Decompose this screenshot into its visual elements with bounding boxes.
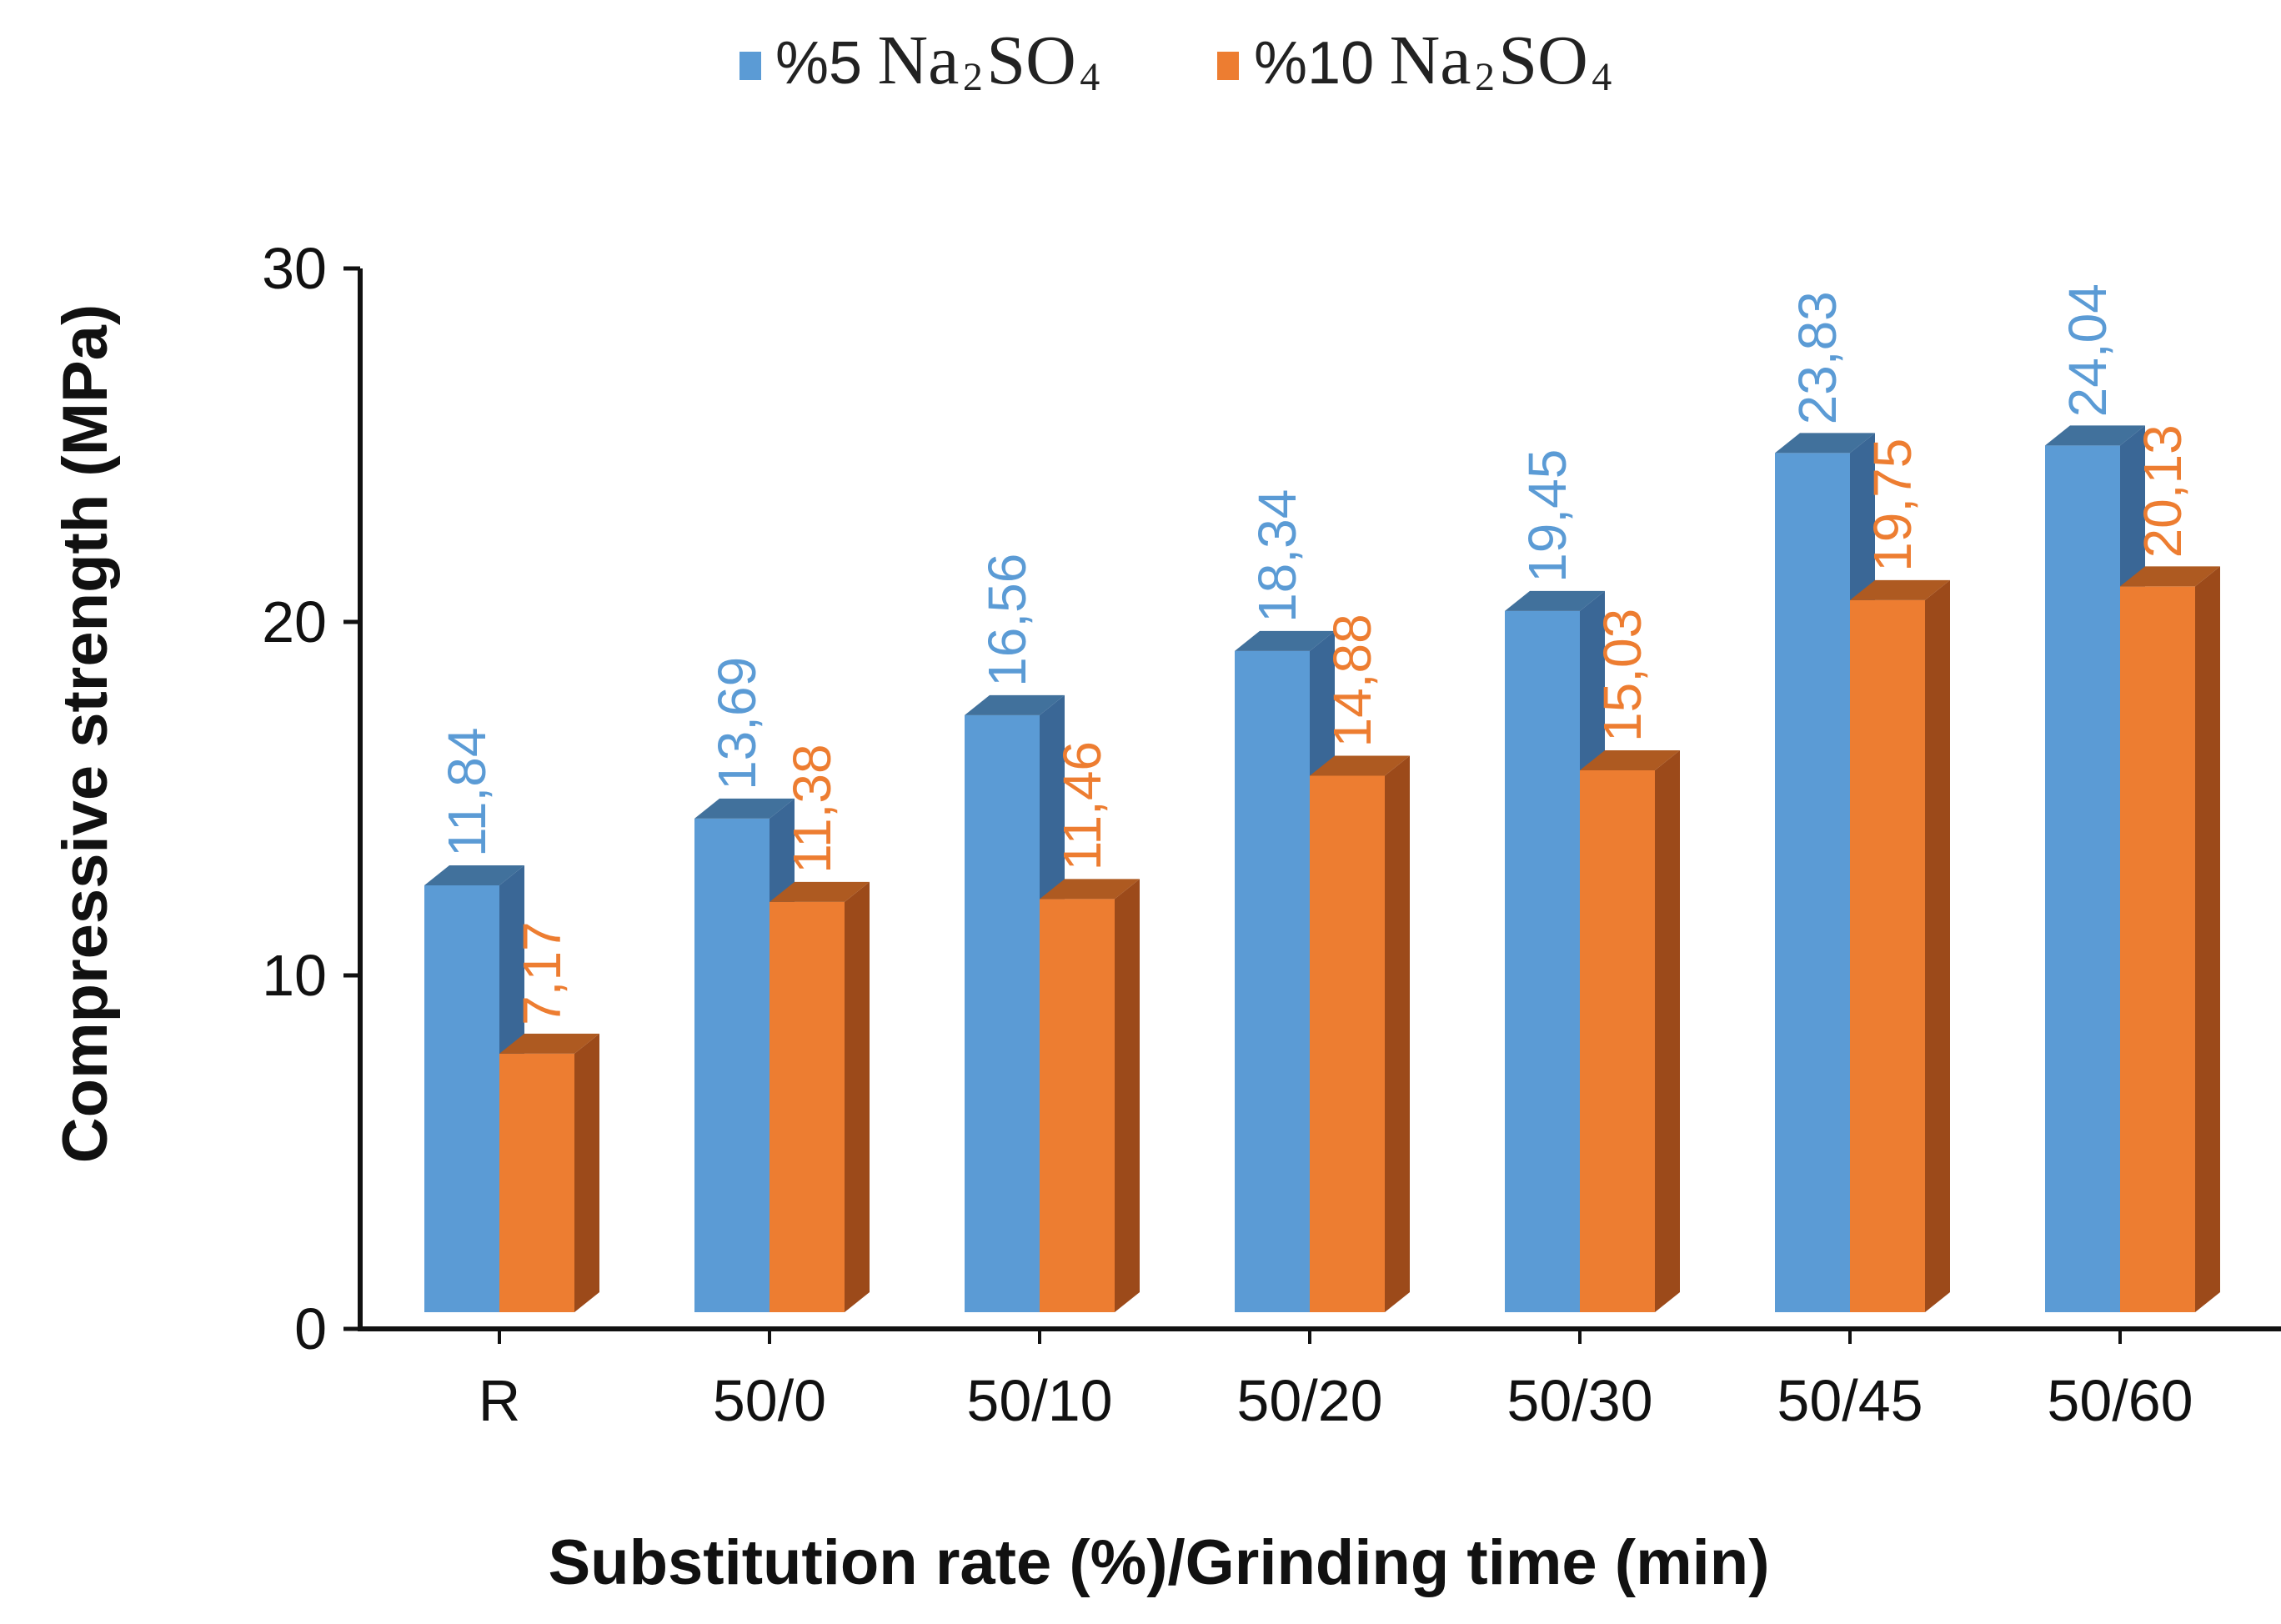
bar-front	[499, 1053, 574, 1312]
bar-front	[1310, 775, 1385, 1312]
data-label: 11,46	[1052, 741, 1112, 870]
data-label: 20,13	[2133, 424, 2193, 558]
bar	[770, 881, 870, 1312]
bar-front	[770, 901, 845, 1312]
bar-front	[1235, 650, 1310, 1312]
bar-top	[694, 798, 795, 819]
data-label: 7,17	[512, 921, 572, 1025]
bar-top	[424, 865, 524, 885]
bar-front	[1505, 610, 1580, 1312]
bar-side	[845, 881, 870, 1312]
bar	[499, 1033, 599, 1312]
bar	[1850, 579, 1950, 1312]
bar-top	[770, 881, 870, 902]
bar-top	[1775, 433, 1875, 454]
bar-top	[1580, 749, 1680, 770]
data-label: 19,75	[1862, 439, 1923, 572]
bar	[2120, 566, 2220, 1312]
bar-front	[2045, 445, 2120, 1312]
bar-front	[2120, 586, 2195, 1312]
legend-label-series-1: %5 Na 2 SO 4	[775, 22, 1100, 99]
bar-side	[1655, 749, 1680, 1312]
bar-front	[694, 818, 770, 1312]
data-label: 16,56	[977, 554, 1037, 687]
bar-side	[574, 1033, 599, 1312]
x-tick-label: 50/10	[966, 1368, 1112, 1433]
x-tick-label: R	[479, 1368, 521, 1433]
data-label: 19,45	[1517, 449, 1577, 583]
bar-front	[424, 885, 499, 1312]
x-tick-label: 50/60	[2047, 1368, 2193, 1433]
bar-front	[1850, 599, 1925, 1312]
y-tick-label: 10	[262, 943, 327, 1008]
bar-front	[965, 714, 1040, 1312]
bar-front	[1775, 453, 1850, 1312]
legend-swatch-series-2	[1217, 52, 1239, 80]
bar-top	[1505, 590, 1605, 611]
x-axis-ticks: R 50/0 50/10 50/20 50/30 50/45 50/60	[479, 1329, 2193, 1433]
x-tick-label: 50/0	[713, 1368, 826, 1433]
data-label: 13,69	[707, 657, 767, 790]
bars	[424, 425, 2220, 1312]
data-label: 11,84	[437, 728, 497, 857]
bar-side	[1925, 579, 1950, 1312]
bar-top	[965, 694, 1065, 715]
legend-label-series-2: %10 Na 2 SO 4	[1254, 22, 1612, 99]
bar-side	[1385, 755, 1410, 1312]
bar-front	[1040, 899, 1115, 1312]
data-label: 23,83	[1787, 291, 1847, 424]
bar-top	[2045, 425, 2145, 446]
data-label: 24,04	[2058, 283, 2118, 417]
bar-side	[1115, 879, 1140, 1312]
data-label: 11,38	[782, 744, 842, 873]
data-label: 15,03	[1592, 609, 1652, 742]
bar	[1310, 755, 1410, 1312]
bar-top	[1850, 579, 1950, 600]
y-tick-label: 20	[262, 589, 327, 654]
y-tick-label: 30	[262, 236, 327, 301]
x-tick-label: 50/30	[1506, 1368, 1652, 1433]
x-axis-title: Substitution rate (%)/Grinding time (min…	[548, 1527, 1769, 1598]
legend-swatch-series-1	[739, 52, 761, 80]
y-axis-ticks: 0 10 20 30	[262, 236, 360, 1361]
bar-top	[1040, 879, 1140, 900]
bar-top	[499, 1033, 599, 1054]
legend: %5 Na 2 SO 4 %10 Na 2 SO 4	[739, 22, 1612, 99]
bar	[1580, 749, 1680, 1312]
bar-top	[1310, 755, 1410, 776]
bar-side	[2195, 566, 2220, 1312]
bar-top	[1235, 630, 1335, 651]
bar-top	[2120, 566, 2220, 587]
y-tick-label: 0	[294, 1296, 327, 1361]
y-axis-title: Compressive strength (MPa)	[50, 304, 121, 1163]
bar-front	[1580, 769, 1655, 1312]
x-tick-label: 50/45	[1777, 1368, 1923, 1433]
data-label: 14,88	[1322, 614, 1382, 747]
bar	[1040, 879, 1140, 1312]
x-tick-label: 50/20	[1236, 1368, 1382, 1433]
data-label: 18,34	[1247, 489, 1307, 623]
